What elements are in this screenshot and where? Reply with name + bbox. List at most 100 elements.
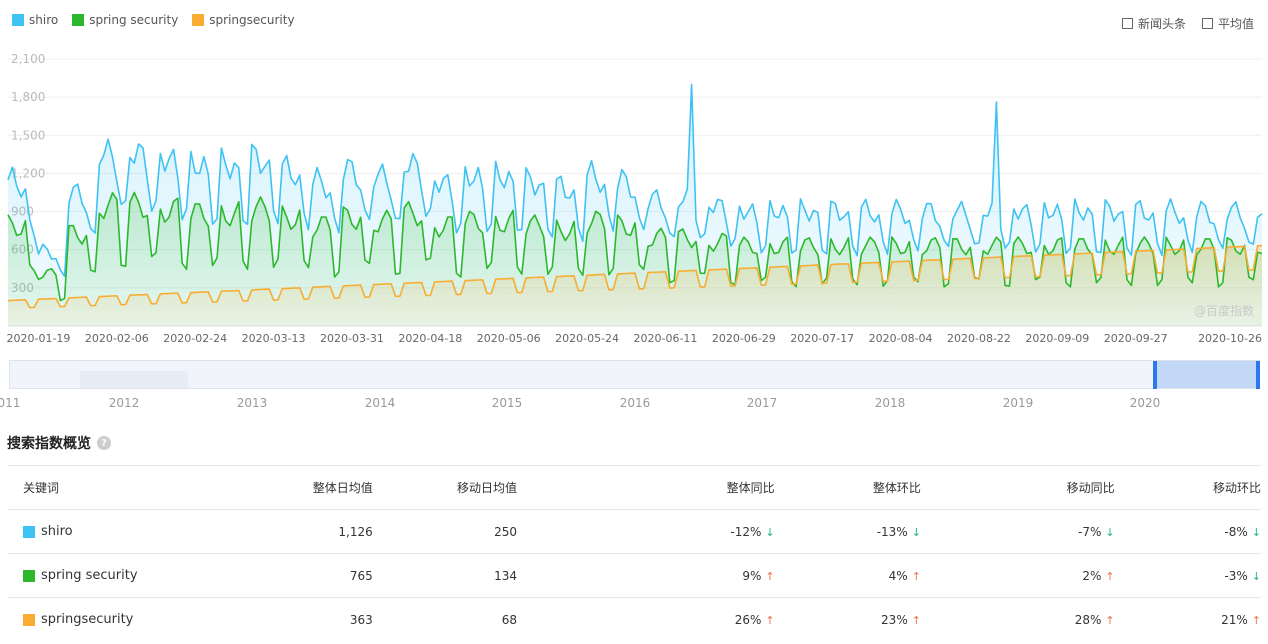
navigator-left-handle[interactable] — [1153, 361, 1157, 389]
time-navigator[interactable] — [9, 360, 1260, 389]
navigator-year: 2017 — [746, 396, 778, 410]
overview-title-text: 搜索指数概览 — [7, 436, 91, 452]
legend-item-spring-security[interactable]: spring security — [72, 13, 178, 27]
keyword-label: springsecurity — [41, 612, 134, 627]
navigator-year: 2012 — [108, 396, 140, 410]
navigator-year: 2018 — [874, 396, 906, 410]
keyword: springsecurity — [23, 612, 192, 627]
header-mobile-yoy: 移动同比 — [920, 465, 1115, 510]
change-value: -13% — [876, 524, 908, 539]
legend: shiro spring security springsecurity — [12, 13, 295, 27]
table-row: spring security 765 134 9% ↑ 4% ↑ 2% ↑ -3% ↓ — [7, 553, 1261, 598]
keyword-swatch — [23, 613, 35, 626]
overall-yoy: 26% ↑ — [517, 597, 775, 641]
legend-label: spring security — [89, 13, 179, 27]
overall-avg: 363 — [192, 597, 373, 641]
y-tick-label: 2,100 — [11, 52, 45, 66]
legend-swatch — [192, 14, 205, 26]
checkbox-icon — [1121, 18, 1133, 29]
overall-yoy: -12% ↓ — [517, 509, 775, 554]
x-tick-label: 2020-03-31 — [320, 332, 384, 345]
trend-chart[interactable]: 3006009001,2001,5001,8002,1002020-01-192… — [0, 44, 1268, 350]
change-value: -7% — [1078, 524, 1102, 539]
checkbox-label: 平均值 — [1217, 17, 1254, 31]
navigator-year: 2013 — [236, 396, 268, 410]
keyword-swatch — [23, 525, 35, 538]
change-value: 26% — [734, 612, 762, 627]
overall-avg: 1,126 — [192, 509, 373, 554]
overall-mom: 4% ↑ — [774, 553, 921, 598]
mobile-avg: 134 — [372, 553, 518, 598]
legend-item-shiro[interactable]: shiro — [12, 13, 58, 27]
change-value: -3% — [1224, 568, 1248, 583]
x-tick-label: 2020-01-19 — [7, 332, 71, 345]
series-shiro-line — [7, 83, 1263, 278]
x-tick-label: 2020-06-29 — [712, 332, 776, 345]
change-value: 28% — [1074, 612, 1102, 627]
arrow-down-icon: ↓ — [1251, 525, 1261, 539]
series-spring-security-line — [7, 191, 1263, 302]
arrow-up-icon: ↑ — [765, 613, 775, 627]
mobile-mom: 21% ↑ — [1114, 597, 1261, 641]
arrow-up-icon: ↑ — [1105, 613, 1115, 627]
keyword-label: spring security — [41, 568, 138, 583]
change-value: -12% — [730, 524, 762, 539]
navigator-year: 011 — [0, 396, 21, 410]
overall-avg: 765 — [192, 553, 373, 598]
series-springsecurity-area — [8, 245, 1262, 326]
change-value: 23% — [881, 612, 908, 627]
legend-swatch — [12, 14, 24, 26]
average-checkbox[interactable]: 平均值 — [1201, 15, 1254, 32]
x-tick-label: 2020-02-24 — [163, 332, 227, 345]
change-value: 21% — [1221, 612, 1248, 627]
mobile-yoy: 28% ↑ — [920, 597, 1115, 641]
table-row: springsecurity 363 68 26% ↑ 23% ↑ 28% ↑ 21% ↑ — [7, 597, 1261, 641]
navigator-years: 011 2012 2013 2014 2015 2016 2017 2018 2… — [0, 396, 1268, 412]
navigator-selection[interactable] — [1153, 361, 1259, 388]
x-tick-label: 2020-06-11 — [634, 332, 698, 345]
legend-item-springsecurity[interactable]: springsecurity — [192, 13, 295, 27]
question-circle-icon[interactable]: ? — [97, 436, 111, 450]
legend-label: springsecurity — [209, 13, 295, 27]
mobile-mom: -3% ↓ — [1114, 553, 1261, 598]
legend-swatch — [72, 14, 85, 26]
news-headline-checkbox[interactable]: 新闻头条 — [1121, 15, 1186, 32]
navigator-year: 2015 — [491, 396, 523, 410]
arrow-down-icon: ↓ — [765, 525, 775, 539]
keyword-cell: shiro — [7, 509, 193, 554]
mobile-yoy: -7% ↓ — [920, 509, 1115, 554]
mobile-avg: 250 — [372, 509, 518, 554]
arrow-up-icon: ↑ — [765, 569, 775, 583]
legend-label: shiro — [29, 13, 59, 27]
navigator-year: 2014 — [364, 396, 396, 410]
header-mobile-avg: 移动日均值 — [372, 465, 518, 510]
x-tick-label: 2020-05-24 — [555, 332, 619, 345]
x-tick-label: 2020-07-17 — [790, 332, 854, 345]
table-row: shiro 1,126 250 -12% ↓ -13% ↓ -7% ↓ -8% ↓ — [7, 509, 1261, 554]
checkbox-icon — [1201, 18, 1213, 29]
x-tick-label: 2020-08-22 — [947, 332, 1011, 345]
navigator-right-handle[interactable] — [1256, 361, 1260, 389]
arrow-down-icon: ↓ — [1251, 569, 1261, 583]
table-header-row: 关键词 整体日均值 移动日均值 整体同比 整体环比 移动同比 移动环比 — [7, 465, 1261, 510]
overall-mom: 23% ↑ — [774, 597, 921, 641]
keyword-swatch — [23, 569, 35, 582]
keyword: spring security — [23, 568, 192, 583]
header-mom: 整体环比 — [774, 465, 921, 510]
arrow-down-icon: ↓ — [1105, 525, 1115, 539]
change-value: 9% — [742, 568, 762, 583]
y-tick-label: 1,800 — [11, 90, 45, 104]
arrow-up-icon: ↑ — [911, 613, 921, 627]
x-tick-label: 2020-05-06 — [477, 332, 541, 345]
overview-title: 搜索指数概览 ? — [7, 433, 111, 453]
y-tick-label: 1,500 — [11, 128, 45, 142]
x-tick-label: 2020-02-06 — [85, 332, 149, 345]
x-tick-label: 2020-09-09 — [1025, 332, 1089, 345]
y-tick-label: 1,200 — [11, 166, 45, 180]
keyword-label: shiro — [41, 524, 73, 539]
header-overall-avg: 整体日均值 — [192, 465, 373, 510]
header-yoy: 整体同比 — [517, 465, 775, 510]
x-tick-label: 2020-08-04 — [869, 332, 933, 345]
keyword-cell: spring security — [7, 553, 193, 598]
arrow-down-icon: ↓ — [911, 525, 921, 539]
